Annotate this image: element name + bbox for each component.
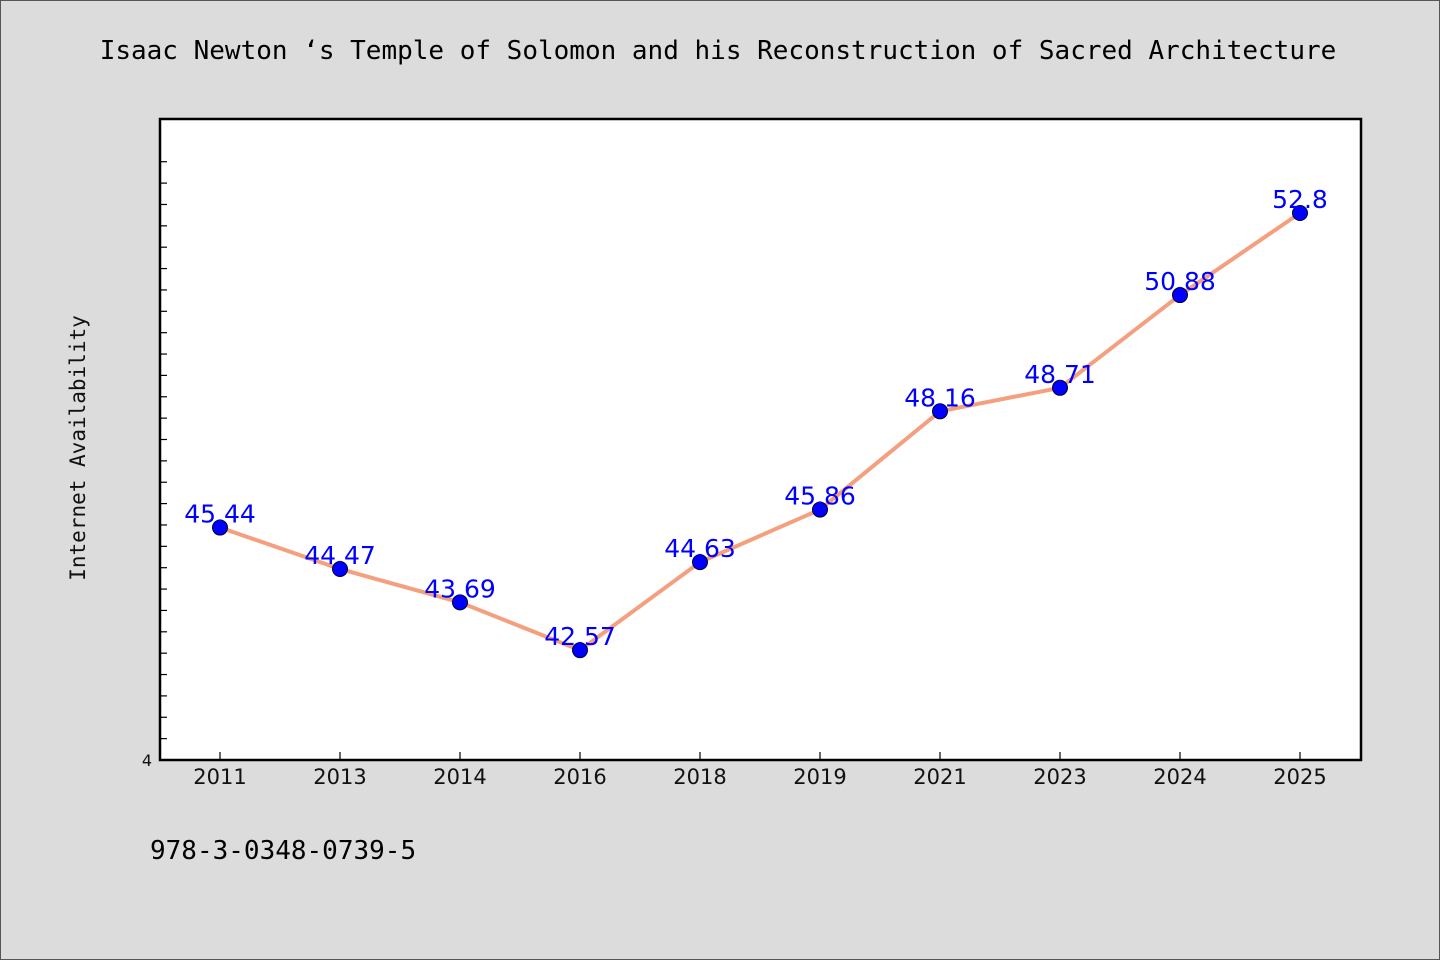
data-point xyxy=(692,554,708,571)
data-point xyxy=(812,501,828,518)
isbn-text: 978-3-0348-0739-5 xyxy=(150,836,417,866)
x-ticks: 2011 2013 2014 2016 2018 2019 2021 2023 2024 2025 xyxy=(193,752,1327,789)
data-label: 42.57 xyxy=(544,622,616,651)
data-label: 45.86 xyxy=(784,482,856,511)
data-label: 45.44 xyxy=(184,500,256,529)
data-point xyxy=(932,403,948,420)
data-point xyxy=(332,560,348,577)
data-label: 48.71 xyxy=(1024,360,1096,389)
series-line xyxy=(219,211,1302,653)
y-tick-label: 4 xyxy=(142,751,152,770)
markers xyxy=(212,205,1308,659)
y-ticks: 4 xyxy=(142,161,167,770)
x-tick-label: 2018 xyxy=(673,765,726,789)
data-point xyxy=(452,594,468,611)
x-tick-label: 2011 xyxy=(193,765,246,789)
data-label: 44.47 xyxy=(304,541,376,570)
data-point xyxy=(572,642,588,659)
plot-area xyxy=(158,117,1363,762)
data-point xyxy=(212,519,228,536)
data-point xyxy=(1052,379,1068,396)
x-tick-label: 2023 xyxy=(1033,765,1086,789)
data-label: 44.63 xyxy=(664,534,736,563)
data-label: 50.88 xyxy=(1144,267,1216,296)
data-label: 43.69 xyxy=(424,574,496,603)
x-tick-label: 2016 xyxy=(553,765,606,789)
data-label: 48.16 xyxy=(904,383,976,412)
x-tick-label: 2013 xyxy=(313,765,366,789)
data-point xyxy=(1172,287,1188,304)
x-tick-label: 2024 xyxy=(1153,765,1206,789)
x-tick-label: 2019 xyxy=(793,765,846,789)
x-tick-label: 2021 xyxy=(913,765,966,789)
data-point xyxy=(1292,205,1308,222)
data-labels: 45.44 44.47 43.69 42.57 44.63 45.86 48.16 48.71… xyxy=(184,185,1328,651)
chart-title: Isaac Newton ‘s Temple of Solomon and hi… xyxy=(99,36,1337,66)
data-label: 52.8 xyxy=(1272,185,1328,214)
x-tick-label: 2014 xyxy=(433,765,486,789)
x-tick-label: 2025 xyxy=(1273,765,1326,789)
